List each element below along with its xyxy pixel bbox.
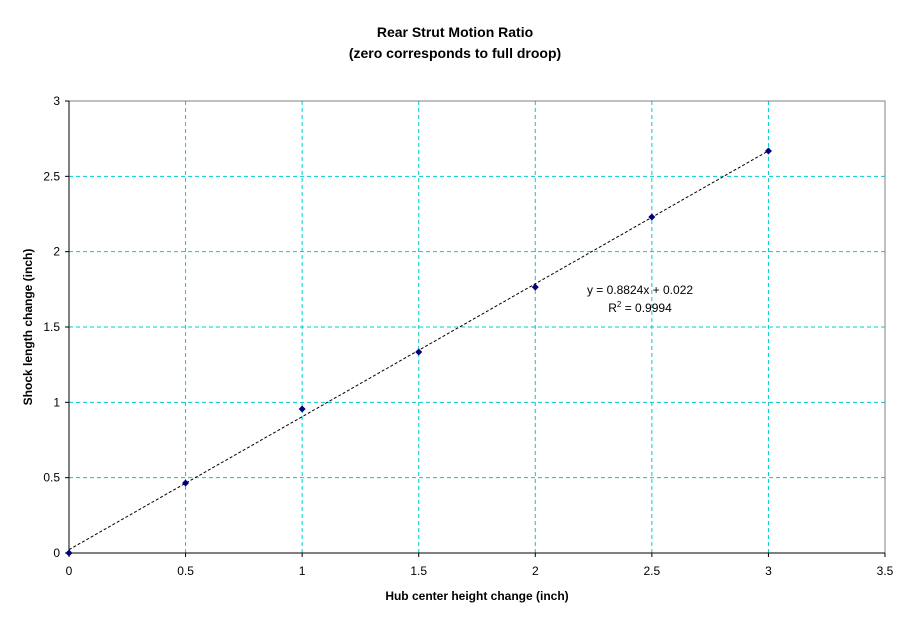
data-point <box>531 283 539 291</box>
tick-labels: 0 0.5 1 1.5 2 2.5 3 3.5 0 0.5 1 1.5 2 2.5 3 <box>43 94 893 578</box>
y-tick-label: 0 <box>53 546 60 560</box>
chart-title: Rear Strut Motion Ratio <box>377 24 533 40</box>
data-point <box>182 479 190 487</box>
x-tick-label: 0 <box>66 564 73 578</box>
data-point <box>648 213 656 221</box>
data-point <box>65 549 73 557</box>
y-tick-label: 3 <box>53 94 60 108</box>
x-axis-label: Hub center height change (inch) <box>385 589 568 603</box>
y-tick-label: 1.5 <box>43 320 60 334</box>
x-tick-label: 1.5 <box>410 564 427 578</box>
data-point <box>298 405 306 413</box>
data-points <box>65 147 772 557</box>
trendline-r2: R2 = 0.9994 <box>608 300 672 315</box>
y-axis-label: Shock length change (inch) <box>21 249 35 406</box>
x-tick-label: 0.5 <box>177 564 194 578</box>
x-tick-label: 1 <box>299 564 306 578</box>
x-tick-label: 2 <box>532 564 539 578</box>
x-tick-label: 3.5 <box>877 564 894 578</box>
y-tick-label: 0.5 <box>43 471 60 485</box>
y-tick-label: 2.5 <box>43 169 60 183</box>
data-point <box>415 348 423 356</box>
y-tick-label: 1 <box>53 395 60 409</box>
x-tick-label: 3 <box>765 564 772 578</box>
data-point <box>764 147 772 155</box>
x-tick-label: 2.5 <box>644 564 661 578</box>
gridlines <box>69 101 885 553</box>
trendline-equation: y = 0.8824x + 0.022 <box>587 283 693 297</box>
y-tick-label: 2 <box>53 245 60 259</box>
chart-subtitle: (zero corresponds to full droop) <box>349 45 561 61</box>
